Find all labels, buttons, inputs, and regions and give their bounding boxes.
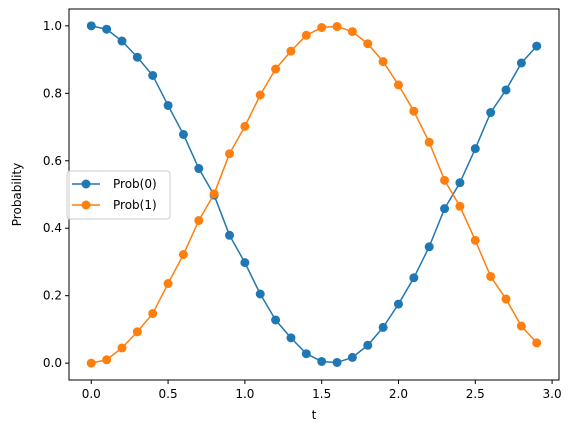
legend-label: Prob(1)	[113, 198, 157, 212]
data-point	[286, 46, 296, 56]
data-point	[347, 27, 357, 37]
data-point	[255, 90, 265, 100]
data-point	[409, 273, 419, 283]
data-point	[409, 106, 419, 116]
data-point	[532, 41, 542, 51]
data-point	[240, 121, 250, 131]
data-point	[271, 64, 281, 74]
data-point	[317, 356, 327, 366]
x-tick-label: 0.5	[159, 387, 178, 401]
data-point	[470, 235, 480, 245]
data-point	[148, 309, 158, 319]
y-tick-label: 0.4	[43, 221, 62, 235]
data-point	[347, 352, 357, 362]
data-point	[178, 250, 188, 260]
data-point	[225, 149, 235, 159]
data-point	[363, 340, 373, 350]
data-point	[486, 108, 496, 118]
x-tick-label: 0.0	[82, 387, 101, 401]
legend-marker	[81, 179, 91, 189]
data-point	[424, 137, 434, 147]
legend-marker	[81, 200, 91, 210]
data-point	[132, 52, 142, 62]
data-point	[440, 175, 450, 185]
series-line-1	[91, 25, 538, 364]
plot-content	[86, 21, 542, 368]
series-0	[86, 21, 542, 367]
x-tick-label: 2.5	[466, 387, 485, 401]
data-point	[255, 289, 265, 299]
y-axis-title: Probability	[10, 163, 24, 226]
data-point	[378, 57, 388, 67]
data-point	[378, 322, 388, 332]
data-point	[317, 23, 327, 33]
series-1	[86, 22, 542, 368]
data-point	[86, 21, 96, 31]
x-axis-title: t	[312, 408, 317, 422]
series-line-0	[91, 25, 538, 364]
y-tick-label: 0.0	[43, 356, 62, 370]
data-point	[194, 215, 204, 225]
data-point	[301, 30, 311, 40]
y-axis-ticks: 0.0 0.2 0.4 0.6 0.8 1.0	[43, 19, 69, 370]
data-point	[271, 315, 281, 325]
data-point	[194, 164, 204, 174]
legend-item-1: Prob(1)	[72, 198, 157, 212]
data-point	[332, 22, 342, 32]
data-point	[363, 39, 373, 49]
x-tick-label: 1.0	[235, 387, 254, 401]
y-tick-label: 0.8	[43, 86, 62, 100]
data-point	[393, 299, 403, 309]
data-point	[225, 230, 235, 240]
legend-label: Prob(0)	[113, 177, 157, 191]
data-point	[501, 294, 511, 304]
data-point	[240, 258, 250, 268]
data-point	[86, 358, 96, 368]
data-point	[501, 85, 511, 95]
data-point	[209, 189, 219, 199]
data-point	[163, 100, 173, 110]
x-tick-label: 2.0	[389, 387, 408, 401]
data-point	[516, 321, 526, 331]
legend-box	[66, 170, 171, 220]
y-tick-label: 0.2	[43, 289, 62, 303]
data-point	[440, 204, 450, 214]
data-point	[301, 349, 311, 359]
legend: Prob(0) Prob(1)	[66, 170, 171, 220]
data-point	[393, 80, 403, 90]
data-point	[455, 201, 465, 211]
data-point	[148, 70, 158, 80]
data-point	[286, 333, 296, 343]
data-point	[486, 271, 496, 281]
data-point	[332, 357, 342, 367]
y-tick-label: 0.6	[43, 154, 62, 168]
data-point	[163, 279, 173, 289]
x-tick-label: 3.0	[543, 387, 562, 401]
data-point	[117, 343, 127, 353]
data-point	[516, 58, 526, 68]
data-point	[424, 242, 434, 252]
data-point	[102, 355, 112, 365]
data-point	[470, 144, 480, 154]
y-tick-label: 1.0	[43, 19, 62, 33]
data-point	[532, 338, 542, 348]
data-point	[117, 36, 127, 46]
data-point	[455, 178, 465, 188]
legend-item-0: Prob(0)	[72, 177, 157, 191]
data-point	[102, 24, 112, 34]
x-tick-label: 1.5	[312, 387, 331, 401]
x-axis-ticks: 0.0 0.5 1.0 1.5 2.0 2.5 3.0	[82, 380, 562, 401]
data-point	[178, 129, 188, 139]
data-point	[132, 327, 142, 337]
